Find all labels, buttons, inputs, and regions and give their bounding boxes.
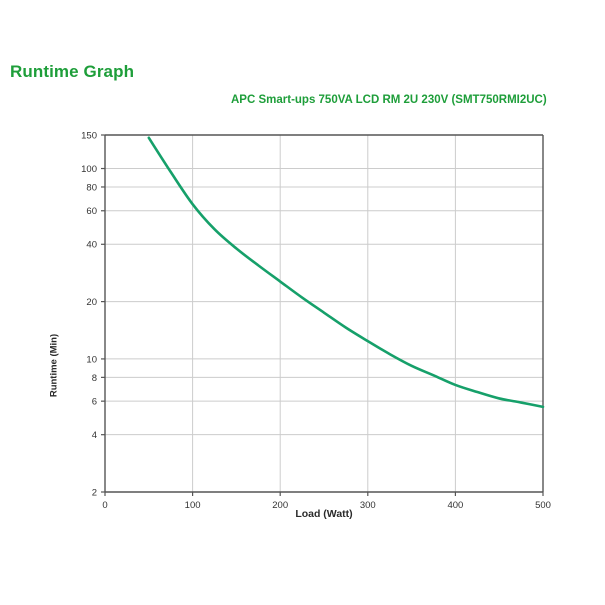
svg-text:6: 6 [92, 397, 97, 408]
plot-frame [104, 134, 544, 493]
svg-text:100: 100 [185, 500, 201, 511]
svg-text:4: 4 [92, 430, 97, 441]
svg-text:10: 10 [86, 354, 97, 365]
svg-text:400: 400 [447, 500, 463, 511]
svg-text:100: 100 [81, 164, 97, 175]
y-axis-title: Runtime (Min) [48, 333, 60, 398]
svg-text:300: 300 [360, 500, 376, 511]
svg-text:40: 40 [86, 240, 97, 251]
chart-plot-svg: 2 4 6 8 10 20 40 60 80 100 150 0 100 200 300 400 500 [81, 130, 551, 511]
svg-text:200: 200 [272, 500, 288, 511]
runtime-curve [147, 136, 545, 409]
runtime-chart: Runtime (Min) Load (Watt) 2 4 6 8 10 20 40 60 80… [0, 110, 605, 540]
svg-text:150: 150 [81, 130, 97, 141]
svg-text:2: 2 [92, 487, 97, 498]
svg-text:60: 60 [86, 206, 97, 217]
x-tick-group: 0 100 200 300 400 500 [102, 492, 551, 511]
y-tick-group: 2 4 6 8 10 20 40 60 80 100 150 [81, 130, 105, 498]
svg-text:8: 8 [92, 373, 97, 384]
svg-text:80: 80 [86, 182, 97, 193]
gridlines-group [105, 135, 543, 492]
page-heading: Runtime Graph [10, 62, 135, 81]
svg-text:500: 500 [535, 500, 551, 511]
svg-text:0: 0 [102, 500, 107, 511]
x-axis-title: Load (Watt) [295, 508, 353, 520]
chart-title: APC Smart-ups 750VA LCD RM 2U 230V (SMT7… [231, 94, 547, 106]
svg-text:20: 20 [86, 297, 97, 308]
